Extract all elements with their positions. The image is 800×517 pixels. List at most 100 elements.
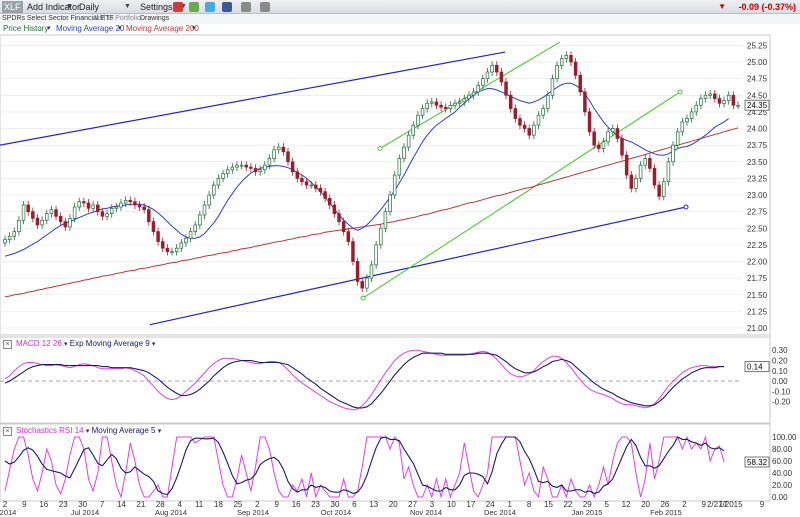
candle[interactable]: [21, 204, 26, 221]
candle[interactable]: [212, 184, 216, 196]
ma200-line[interactable]: [4, 127, 739, 298]
candle[interactable]: [327, 197, 332, 206]
candle[interactable]: [527, 128, 531, 136]
candle[interactable]: [193, 224, 197, 232]
candle[interactable]: [374, 244, 378, 266]
chevron-down-icon[interactable]: ▾: [64, 341, 68, 348]
macd-chart[interactable]: [4, 349, 725, 411]
candle[interactable]: [411, 124, 416, 136]
candle[interactable]: [225, 169, 230, 175]
candle[interactable]: [202, 204, 207, 216]
candle[interactable]: [513, 108, 518, 119]
close-icon[interactable]: [173, 2, 183, 12]
stoch-signal-title[interactable]: Moving Average 5: [91, 426, 156, 435]
candle[interactable]: [58, 215, 63, 222]
plus-icon[interactable]: [189, 2, 199, 12]
candle[interactable]: [26, 204, 30, 212]
candle[interactable]: [397, 158, 402, 176]
candle[interactable]: [72, 206, 77, 219]
candle[interactable]: [263, 164, 267, 171]
candle[interactable]: [434, 101, 439, 106]
candle[interactable]: [467, 94, 471, 99]
candle[interactable]: [457, 101, 462, 104]
candle[interactable]: [119, 202, 123, 208]
candle[interactable]: [7, 235, 12, 240]
trendline-handle[interactable]: [377, 145, 383, 151]
candle[interactable]: [541, 108, 545, 116]
candle[interactable]: [109, 207, 114, 214]
stochastic-rsi-chart[interactable]: [4, 435, 725, 499]
email-icon[interactable]: [241, 2, 251, 12]
candle[interactable]: [63, 221, 68, 228]
candle[interactable]: [476, 84, 480, 93]
candle[interactable]: [128, 199, 133, 203]
candle[interactable]: [86, 202, 91, 209]
interval-select[interactable]: Daily: [79, 2, 100, 12]
candle[interactable]: [188, 231, 193, 239]
ma20-line[interactable]: [4, 82, 729, 257]
legend-ma20[interactable]: Moving Average 20: [56, 24, 125, 33]
candle[interactable]: [184, 237, 188, 244]
candle[interactable]: [420, 108, 425, 116]
close-macd-icon[interactable]: ×: [3, 340, 12, 349]
candle[interactable]: [31, 211, 35, 219]
candle[interactable]: [91, 204, 95, 209]
candle[interactable]: [532, 124, 536, 136]
candle[interactable]: [634, 178, 638, 189]
candle[interactable]: [174, 247, 179, 252]
candle[interactable]: [35, 217, 40, 226]
candle[interactable]: [504, 81, 508, 96]
candle[interactable]: [638, 164, 643, 179]
candle[interactable]: [286, 151, 290, 163]
candle[interactable]: [448, 104, 453, 109]
candle[interactable]: [606, 131, 610, 143]
candle[interactable]: [439, 104, 443, 108]
candle[interactable]: [666, 161, 671, 183]
legend-ma200[interactable]: Moving Average 200: [126, 24, 199, 33]
candle[interactable]: [536, 114, 541, 126]
candle[interactable]: [402, 146, 406, 159]
stoch-title[interactable]: Stochastics RSI 14: [16, 426, 84, 435]
candle[interactable]: [156, 231, 160, 242]
candle[interactable]: [615, 128, 620, 139]
candle[interactable]: [569, 55, 573, 63]
candle[interactable]: [239, 164, 244, 167]
candle[interactable]: [578, 74, 583, 93]
stoch-rsi-line[interactable]: [4, 435, 725, 499]
candle[interactable]: [332, 204, 337, 214]
candle[interactable]: [462, 98, 467, 103]
candle[interactable]: [281, 146, 286, 153]
candle[interactable]: [100, 211, 105, 217]
candle[interactable]: [82, 201, 86, 204]
candle[interactable]: [736, 104, 740, 107]
chevron-down-icon[interactable]: ▾: [47, 25, 51, 32]
candle[interactable]: [142, 206, 146, 210]
candle[interactable]: [198, 214, 202, 226]
candle[interactable]: [546, 94, 550, 109]
candle[interactable]: [147, 209, 151, 222]
candle[interactable]: [680, 121, 685, 133]
candle[interactable]: [369, 264, 374, 279]
candle[interactable]: [235, 164, 239, 168]
macd-signal-line[interactable]: [4, 352, 725, 409]
candle[interactable]: [675, 131, 680, 146]
candle[interactable]: [40, 219, 44, 226]
facebook-icon[interactable]: [222, 2, 232, 12]
candle[interactable]: [550, 78, 555, 96]
candle[interactable]: [318, 188, 323, 193]
candle[interactable]: [648, 158, 652, 169]
stoch-ma-line[interactable]: [4, 436, 725, 496]
candle[interactable]: [443, 106, 448, 109]
candle[interactable]: [337, 213, 341, 222]
chevron-down-icon[interactable]: ▾: [151, 341, 156, 348]
print-icon[interactable]: [260, 2, 270, 12]
candle[interactable]: [249, 166, 253, 169]
candle[interactable]: [564, 55, 569, 60]
candle[interactable]: [518, 118, 522, 126]
candle[interactable]: [105, 213, 109, 217]
candle[interactable]: [216, 178, 221, 186]
candle[interactable]: [253, 168, 258, 173]
candle[interactable]: [722, 100, 726, 104]
candle[interactable]: [587, 111, 592, 133]
